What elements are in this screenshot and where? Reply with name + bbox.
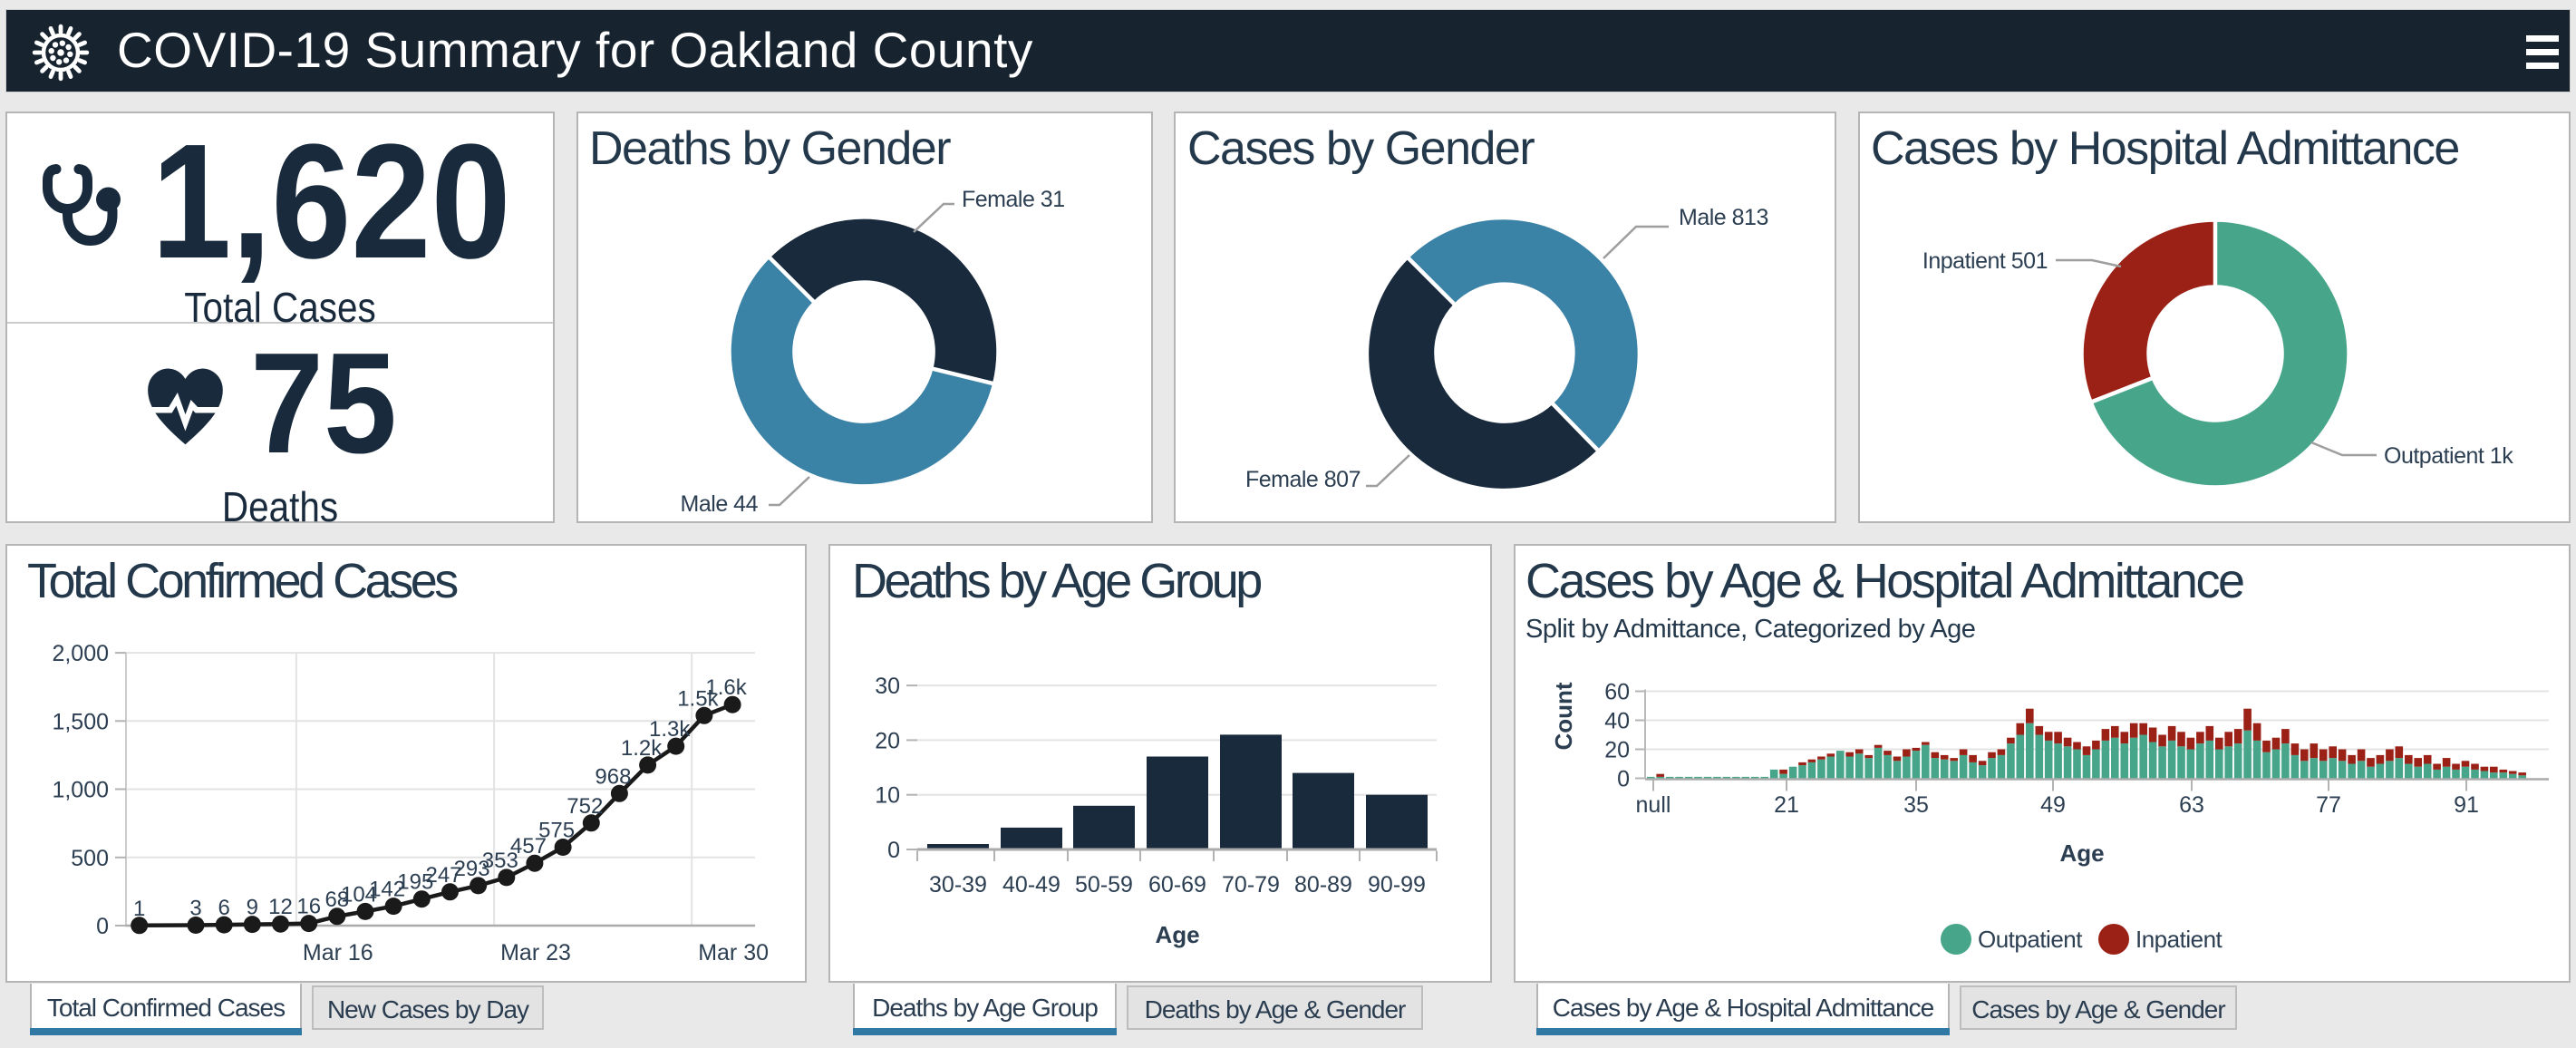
svg-text:353: 353 (482, 849, 518, 873)
svg-text:70-79: 70-79 (1222, 872, 1280, 898)
svg-text:Outpatient: Outpatient (1978, 926, 2083, 953)
svg-text:2,000: 2,000 (52, 641, 109, 666)
svg-text:91: 91 (2454, 792, 2479, 818)
svg-text:6: 6 (218, 896, 230, 920)
svg-text:Age: Age (2059, 839, 2104, 867)
svg-text:68: 68 (324, 888, 349, 912)
svg-text:49: 49 (2040, 792, 2066, 818)
svg-text:1: 1 (133, 897, 145, 921)
svg-text:1.3k: 1.3k (649, 717, 691, 742)
svg-text:0: 0 (1617, 767, 1630, 792)
svg-text:21: 21 (1774, 792, 1799, 818)
svg-text:77: 77 (2316, 792, 2341, 818)
svg-text:60: 60 (1604, 680, 1630, 705)
svg-text:30-39: 30-39 (929, 872, 987, 898)
svg-text:9: 9 (247, 896, 258, 920)
svg-text:null: null (1636, 792, 1671, 818)
svg-text:Count: Count (1550, 682, 1577, 750)
svg-text:195: 195 (397, 870, 433, 895)
svg-text:Mar 16: Mar 16 (303, 940, 373, 966)
svg-text:60-69: 60-69 (1148, 872, 1206, 898)
svg-text:1,500: 1,500 (52, 709, 109, 734)
svg-text:63: 63 (2179, 792, 2204, 818)
svg-text:104: 104 (341, 882, 377, 907)
svg-text:80-89: 80-89 (1294, 872, 1352, 898)
svg-text:293: 293 (454, 857, 490, 881)
svg-text:0: 0 (96, 914, 109, 939)
svg-text:0: 0 (887, 838, 900, 863)
svg-text:1.6k: 1.6k (705, 675, 747, 700)
svg-text:Female 807: Female 807 (1245, 467, 1361, 492)
svg-text:1.5k: 1.5k (677, 686, 719, 711)
svg-text:Mar 23: Mar 23 (500, 940, 571, 966)
svg-text:Inpatient: Inpatient (2135, 926, 2223, 953)
svg-text:40-49: 40-49 (1002, 872, 1060, 898)
svg-text:12: 12 (268, 895, 293, 919)
svg-text:1,000: 1,000 (52, 778, 109, 803)
svg-text:Outpatient 1k: Outpatient 1k (2384, 443, 2513, 469)
svg-text:142: 142 (369, 878, 405, 902)
svg-text:Age: Age (1155, 921, 1199, 948)
svg-text:247: 247 (425, 863, 461, 888)
svg-text:457: 457 (510, 834, 547, 859)
svg-text:Inpatient 501: Inpatient 501 (1922, 248, 2048, 274)
svg-text:Female 31: Female 31 (962, 187, 1065, 212)
svg-text:968: 968 (595, 764, 631, 789)
svg-text:20: 20 (875, 728, 900, 753)
svg-text:10: 10 (875, 783, 900, 809)
svg-text:Mar 30: Mar 30 (698, 940, 769, 966)
svg-text:30: 30 (875, 674, 900, 699)
svg-text:575: 575 (538, 819, 575, 843)
svg-text:500: 500 (71, 846, 109, 871)
svg-text:1.2k: 1.2k (621, 736, 663, 761)
svg-text:Male 813: Male 813 (1679, 205, 1768, 230)
svg-text:Male 44: Male 44 (681, 491, 759, 517)
svg-text:35: 35 (1903, 792, 1929, 818)
svg-text:90-99: 90-99 (1368, 872, 1426, 898)
svg-text:40: 40 (1604, 709, 1630, 734)
svg-text:752: 752 (567, 794, 603, 819)
svg-text:3: 3 (189, 897, 201, 921)
svg-text:50-59: 50-59 (1075, 872, 1133, 898)
svg-text:16: 16 (296, 895, 321, 919)
svg-text:20: 20 (1604, 738, 1630, 763)
